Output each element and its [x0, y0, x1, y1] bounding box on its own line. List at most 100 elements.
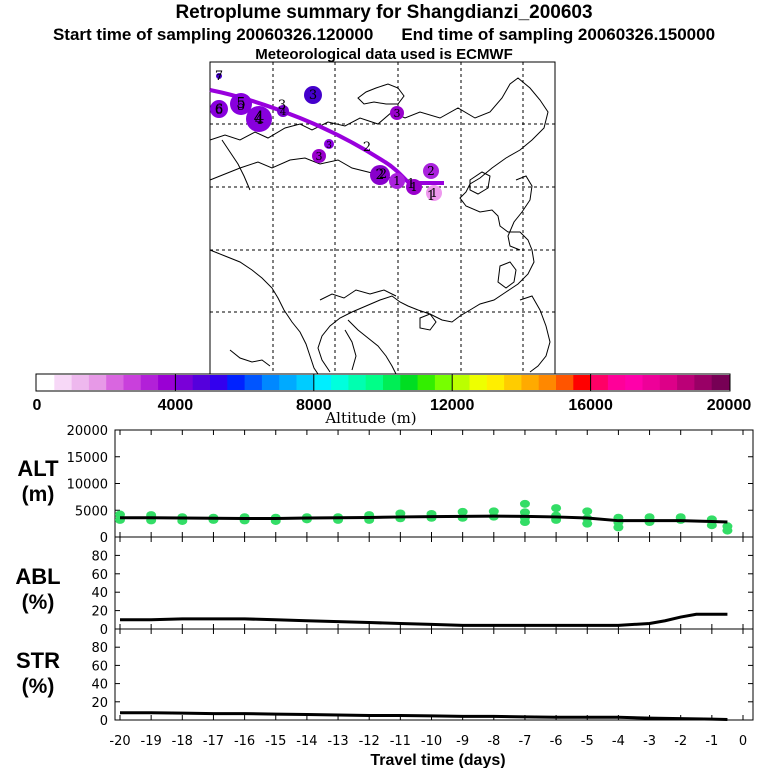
colorbar-cell [434, 375, 453, 390]
coastline-korea [469, 171, 491, 195]
start-time: Start time of sampling 20060326.120000 [52, 25, 374, 44]
str-yticks: 0 20 40 60 80 [91, 641, 753, 729]
abl-axis-unit: (%) [22, 591, 55, 614]
abl-panel: ABL (%) 0 20 40 60 80 [15, 536, 754, 638]
colorbar-tick-label: 16000 [568, 397, 613, 414]
colorbar-cell [331, 375, 349, 390]
sampling-times: Start time of sampling 20060326.120000 En… [0, 25, 768, 45]
colorbar-cell [677, 375, 695, 390]
map-coastlines [209, 77, 551, 375]
colorbar-cell [607, 375, 626, 390]
altitude-colorbar: 0 4000 8000 12000 16000 20000 Altitude (m) [33, 373, 751, 427]
colorbar-cell [642, 375, 661, 390]
cluster-circle [277, 105, 289, 117]
ytick-label: 40 [91, 678, 108, 693]
xtick-label: -2 [674, 734, 687, 749]
ytick-label: 20000 [67, 424, 108, 439]
path-number: 1 [427, 189, 435, 204]
colorbar-cell [521, 375, 540, 390]
xtick-label: -6 [550, 734, 563, 749]
xtick-label: -5 [581, 734, 594, 749]
colorbar-cell [175, 375, 194, 390]
colorbar-cell [348, 375, 367, 390]
coastline-japan [507, 175, 533, 251]
str-panel-frame [114, 628, 754, 721]
cluster-label: 3 [326, 141, 332, 151]
colorbar-cell [54, 375, 73, 390]
colorbar-cell [659, 375, 678, 390]
chart-title: Retroplume summary for Shangdianzi_20060… [175, 2, 593, 23]
border-indochina [319, 289, 397, 301]
colorbar-cell [383, 375, 401, 390]
cluster-label: 1 [410, 180, 418, 194]
colorbar-cell [158, 375, 176, 390]
ytick-label: 0 [100, 714, 108, 729]
path-number: 4 [255, 113, 263, 128]
ytick-label: 15000 [67, 451, 108, 466]
cluster-circle [216, 73, 222, 79]
xtick-label: -1 [705, 734, 718, 749]
coastline-taiwan [497, 261, 517, 289]
xtick-label: -15 [265, 734, 286, 749]
ytick-label: 5000 [75, 504, 108, 519]
colorbar-cell [625, 375, 644, 390]
alt-scatter-point [457, 507, 468, 516]
path-number: 2 [363, 140, 371, 155]
xtick-label: -12 [359, 734, 380, 749]
colorbar-cell [71, 375, 90, 390]
colorbar-cell [123, 375, 142, 390]
alt-scatter-point [519, 508, 530, 517]
cluster-circle [390, 106, 404, 120]
cluster-circle [324, 139, 334, 149]
abl-panel-frame [114, 536, 754, 630]
colorbar-cell [106, 375, 125, 390]
cluster-label: 4 [254, 108, 265, 128]
colorbar-cell [261, 375, 280, 390]
x-axis-title: Travel time (days) [370, 752, 505, 768]
colorbar-tick-label: 12000 [430, 397, 475, 414]
cluster-circle [389, 173, 405, 189]
coastline-philippines [519, 295, 551, 373]
colorbar-tick-label: 0 [33, 397, 42, 414]
abl-axis-title: ABL [15, 564, 60, 589]
colorbar-cell [469, 375, 488, 390]
cluster-label: 4 [280, 107, 286, 118]
path-number: 6 [215, 103, 223, 118]
cluster-label: 2 [427, 164, 435, 178]
xtick-label: -7 [518, 734, 531, 749]
colorbar-cell [452, 375, 471, 390]
ytick-label: 40 [91, 586, 108, 601]
ytick-label: 80 [91, 549, 108, 564]
xtick-label: -13 [327, 734, 348, 749]
cluster-circle [246, 106, 272, 132]
colorbar-cell [227, 375, 246, 390]
alt-xticks [119, 430, 744, 537]
cluster-label: 7 [216, 73, 221, 82]
alt-scatter-point [722, 522, 733, 531]
cluster-circle [423, 163, 439, 179]
colorbar-tick-label: 8000 [296, 397, 332, 414]
colorbar-cell [538, 375, 557, 390]
colorbar-cell [296, 375, 315, 390]
coastline-china [209, 77, 549, 373]
xtick-label: -10 [421, 734, 442, 749]
cluster-label: 6 [215, 102, 223, 117]
str-xtick-labels: -20 -19 -18 -17 -16 -15 -14 -13 -12 -11 -10 -9 -8 -7-… [109, 734, 747, 749]
colorbar-cell [88, 375, 107, 390]
cluster-circle [426, 185, 442, 201]
colorbar-cell [244, 375, 263, 390]
ytick-label: 60 [91, 568, 108, 583]
path-number: 1 [407, 177, 415, 192]
alt-axis-unit: (m) [22, 483, 55, 506]
cluster-label: 3 [309, 88, 317, 103]
abl-xticks [119, 537, 744, 629]
ytick-label: 80 [91, 641, 108, 656]
alt-scatter-point [582, 507, 593, 516]
xtick-label: -11 [390, 734, 411, 749]
colorbar-cell [37, 375, 55, 390]
colorbar-cell [711, 375, 730, 390]
colorbar-tick-label: 4000 [158, 397, 194, 414]
